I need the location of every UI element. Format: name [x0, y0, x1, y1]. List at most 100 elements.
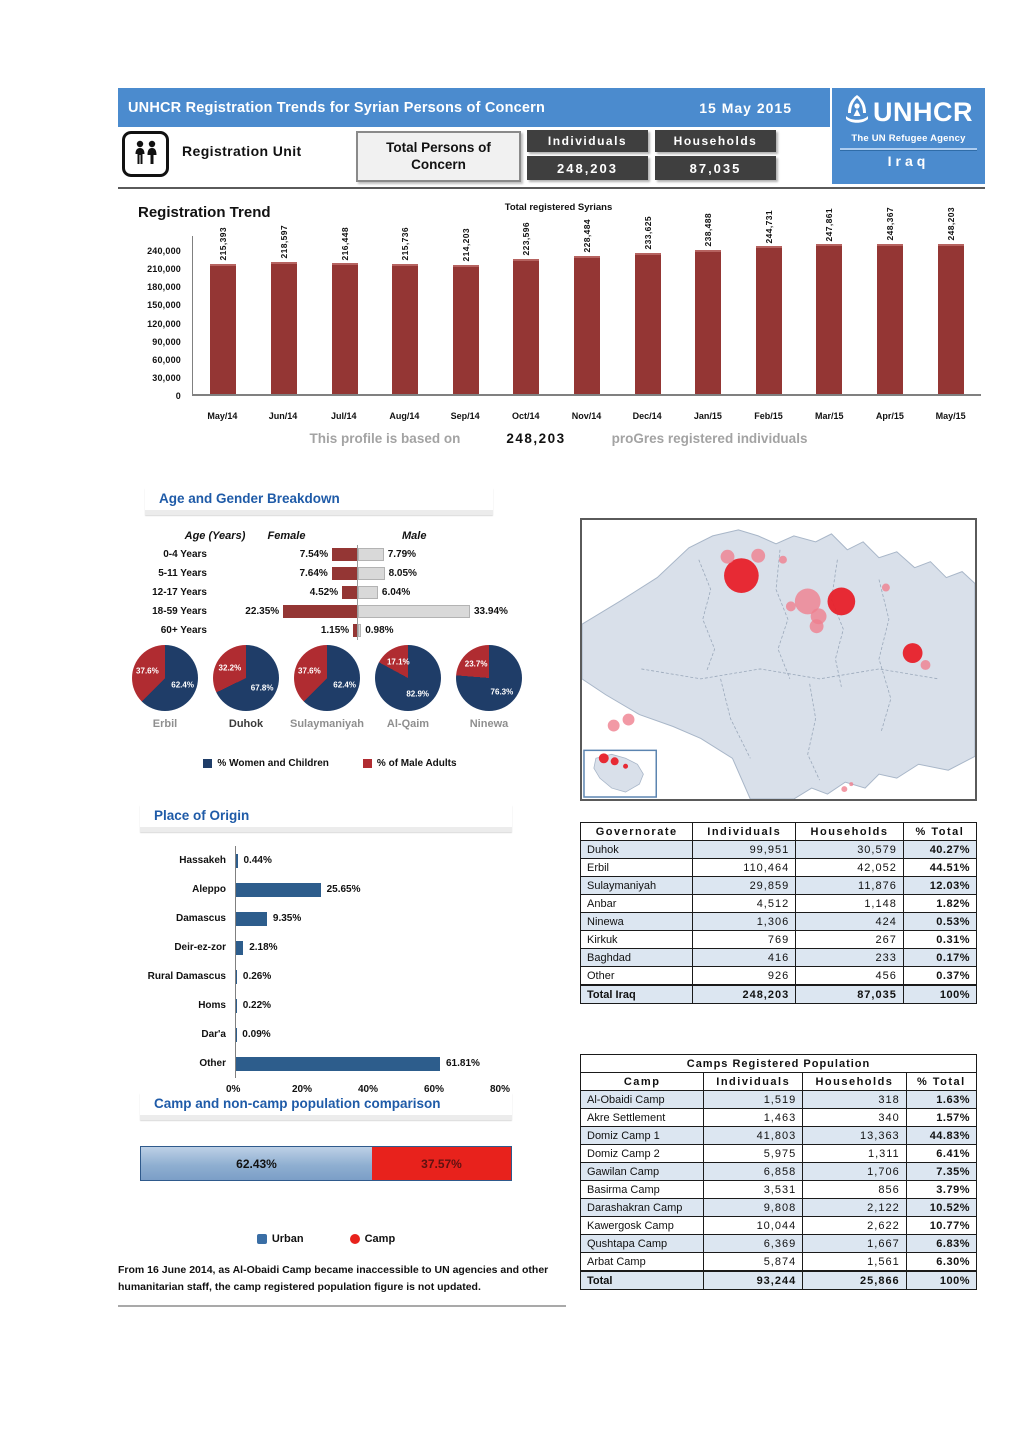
column-header: % Total [905, 1072, 978, 1091]
origin-value: 25.65% [326, 884, 361, 895]
origin-value: 9.35% [272, 913, 302, 924]
map-bubble [794, 588, 821, 615]
table-cell: Arbat Camp [579, 1252, 705, 1272]
pie-name: Al-Qaim [386, 718, 430, 730]
legend-women-children-label: % Women and Children [217, 758, 329, 769]
pies-row: 62.4% 37.6% Erbil 67.8% 32.2% Duhok 62.4% 37.6%… [126, 645, 528, 730]
table-cell: 1,667 [802, 1234, 907, 1253]
origin-value: 61.81% [446, 1058, 480, 1069]
table-cell: 40.27% [902, 840, 978, 859]
male-zone: 6.04% [358, 583, 518, 602]
table-cell: Erbil [579, 858, 694, 877]
trend-bar-value: 248,367 [885, 207, 895, 241]
table-cell: 6,369 [703, 1234, 804, 1253]
column-header: Individuals [703, 1072, 804, 1091]
male-adults-swatch-icon [362, 759, 372, 768]
pie-value: 17.1% [386, 657, 410, 667]
table-cell: 318 [802, 1090, 907, 1109]
origin-row: Dar'a 0.09% [140, 1020, 512, 1049]
table-cell: Basirma Camp [579, 1180, 705, 1199]
origin-axis-tick: 20% [292, 1084, 313, 1095]
table-cell: Total [579, 1270, 705, 1290]
origin-bar-zone: 9.35% [235, 904, 512, 933]
trend-y-tick: 150,000 [147, 300, 181, 311]
table-cell: 25,866 [802, 1270, 907, 1290]
unhcr-logo: UNHCR The UN Refugee Agency Iraq [832, 88, 985, 184]
table-cell: 7.35% [905, 1162, 978, 1181]
female-column-header: Female [267, 530, 306, 542]
legend-urban: Urban [256, 1233, 304, 1245]
table-cell: 93,244 [703, 1270, 804, 1290]
trend-month-label: Mar/15 [814, 411, 844, 421]
camp-comparison-title: Camp and non-camp population comparison [140, 1093, 512, 1120]
origin-row: Homs 0.22% [140, 991, 512, 1020]
column-header: Individuals [692, 822, 797, 841]
trend-title: Registration Trend [138, 204, 271, 221]
age-column-header: Age (Years) [184, 530, 246, 542]
legend-women-children: % Women and Children [203, 758, 329, 769]
pie-chart: 76.3% 23.7% [456, 645, 522, 711]
header-rule [118, 187, 985, 189]
trend-y-tick: 120,000 [147, 318, 181, 329]
trend-bar-slot: 247,861 [799, 208, 860, 394]
table-cell: Sulaymaniyah [579, 876, 694, 895]
male-bar [358, 548, 384, 561]
map-bubbles [598, 548, 931, 793]
camp-comparison-section: Camp and non-camp population comparison … [140, 1093, 512, 1245]
footnote: From 16 June 2014, as Al-Obaidi Camp bec… [118, 1262, 566, 1307]
table-row: Arbat Camp 5,874 1,561 6.30% [579, 1252, 978, 1272]
unhcr-emblem-icon [844, 94, 870, 131]
female-bar [353, 624, 357, 637]
table-cell: 267 [795, 930, 904, 949]
origin-bar-zone: 0.44% [235, 846, 512, 875]
table-row: Kirkuk 769 267 0.31% [579, 930, 978, 949]
trend-month-label: Aug/14 [389, 411, 420, 421]
table-cell: 1,311 [802, 1144, 907, 1163]
trend-month-label: Jan/15 [693, 411, 722, 421]
origin-row: Aleppo 25.65% [140, 875, 512, 904]
map-landmass [582, 529, 975, 799]
map-bubble [623, 763, 629, 769]
male-zone: 33.94% [358, 602, 518, 621]
male-bar [358, 567, 385, 580]
table-cell: 456 [795, 966, 904, 986]
table-row: Sulaymaniyah 29,859 11,876 12.03% [579, 876, 978, 895]
table-cell: 0.37% [902, 966, 978, 986]
trend-yaxis: 0 30,000 60,000 90,000 120,000 150,000 180,000… [132, 236, 188, 401]
origin-bar [236, 853, 238, 868]
table-cell: 1,463 [703, 1108, 804, 1127]
table-cell: 416 [692, 948, 797, 967]
map-bubble [881, 583, 890, 592]
age-label: 5-11 Years [158, 568, 207, 579]
trend-bar [877, 243, 903, 394]
table-cell: 99,951 [692, 840, 797, 859]
age-label: 60+ Years [160, 625, 207, 636]
trend-bar-value: 233,625 [642, 216, 653, 250]
column-header: Households [795, 822, 904, 841]
pie-legend: % Women and Children % of Male Adults [130, 758, 530, 769]
table-row: Erbil 110,464 42,052 44.51% [579, 858, 978, 877]
female-value: 7.64% [299, 568, 328, 579]
trend-month-label: Apr/15 [875, 411, 904, 421]
profile-prefix: This profile is based on [309, 431, 461, 446]
table-cell: 10,044 [703, 1216, 804, 1235]
trend-bar [755, 246, 782, 394]
map-bubble [622, 713, 635, 726]
trend-y-tick: 90,000 [152, 336, 181, 347]
female-zone: 1.15% [215, 621, 358, 640]
unhcr-brand: UNHCR [873, 97, 973, 127]
male-zone: 8.05% [358, 564, 518, 583]
legend-camp-label: Camp [364, 1233, 396, 1245]
column-header: Governorate [579, 822, 694, 841]
pie-chart: 67.8% 32.2% [213, 645, 279, 711]
trend-bars: 215,393 218,597 216,448 215,736 214,203 223,5… [192, 207, 981, 396]
trend-bar [270, 261, 297, 394]
age-gender-rows: 0-4 Years 7.54% 7.79% 5-11 Years 7.64% 8.05% 1… [145, 545, 508, 640]
table-cell: 3,531 [703, 1180, 804, 1199]
households-value: 87,035 [655, 156, 776, 180]
table-row: Akre Settlement 1,463 340 1.57% [579, 1108, 978, 1127]
origin-value: 0.22% [242, 1000, 272, 1011]
registration-trend-chart: Registration Trend Total registered Syri… [132, 196, 985, 426]
table-header-row: Camp Individuals Households% Total [579, 1072, 978, 1091]
female-zone: 7.64% [215, 564, 358, 583]
